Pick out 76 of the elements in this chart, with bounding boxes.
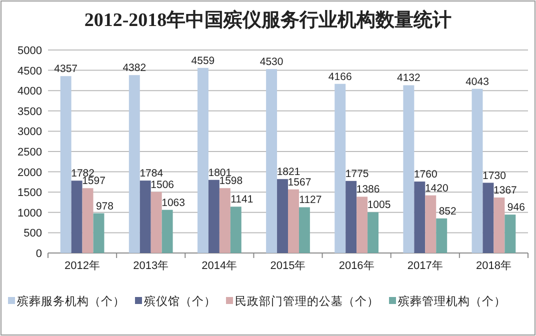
x-tick-label: 2013年 <box>133 260 169 272</box>
data-label: 1598 <box>219 175 243 188</box>
x-tick-label: 2014年 <box>202 260 238 272</box>
bar <box>346 180 357 253</box>
data-label: 4043 <box>466 76 490 88</box>
bar <box>208 180 220 253</box>
data-label: 978 <box>96 200 114 212</box>
data-label: 4166 <box>328 70 352 83</box>
bar <box>60 76 72 253</box>
data-label: 1127 <box>299 194 322 206</box>
bar <box>93 213 104 253</box>
data-label: 1386 <box>356 184 380 196</box>
data-label: 1506 <box>150 178 174 191</box>
y-tick-label: 500 <box>24 228 42 240</box>
data-label: 1063 <box>162 196 186 209</box>
y-tick-label: 4500 <box>18 65 42 78</box>
data-label: 852 <box>438 205 457 218</box>
legend-label: 殡葬管理机构（个） <box>398 294 506 308</box>
x-tick-label: 2012年 <box>64 260 100 272</box>
bar <box>403 85 414 253</box>
data-label: 4132 <box>397 72 421 84</box>
data-label: 1821 <box>276 166 300 178</box>
chart-title: 2012-2018年中国殡仪服务行业机构数量统计 <box>84 9 452 31</box>
bar <box>140 180 151 253</box>
y-tick-label: 2500 <box>18 146 42 158</box>
legend-label: 民政部门管理的公墓（个） <box>235 294 379 308</box>
bar <box>277 179 288 253</box>
bar <box>82 188 94 253</box>
bar <box>150 192 162 253</box>
bar <box>494 198 505 253</box>
bar <box>368 212 379 253</box>
x-tick-label: 2016年 <box>338 260 374 272</box>
y-tick-label: 1000 <box>18 207 42 220</box>
x-tick-label: 2018年 <box>476 260 512 272</box>
bar <box>266 69 278 253</box>
bar <box>436 218 448 253</box>
bar <box>504 214 516 253</box>
legend-label: 殡葬服务机构（个） <box>17 294 125 308</box>
data-label: 1784 <box>140 168 164 180</box>
bar <box>230 206 242 253</box>
y-tick-label: 4000 <box>18 86 42 98</box>
data-label: 1141 <box>230 194 254 206</box>
bar <box>334 84 346 253</box>
bar <box>472 88 483 253</box>
data-label: 1420 <box>424 182 448 194</box>
bar <box>128 75 140 253</box>
bar <box>298 207 310 253</box>
x-tick-label: 2017年 <box>407 260 443 272</box>
bar <box>356 196 368 253</box>
bar <box>414 182 426 253</box>
y-tick-label: 3500 <box>18 106 42 118</box>
data-label: 1567 <box>288 176 312 188</box>
data-label: 946 <box>507 202 526 214</box>
data-label: 4382 <box>122 62 146 74</box>
y-tick-label: 2000 <box>18 166 42 179</box>
data-label: 4357 <box>54 63 78 76</box>
data-label: 1730 <box>482 170 506 182</box>
legend-label: 殡仪馆（个） <box>144 294 216 308</box>
x-tick-label: 2015年 <box>270 260 306 272</box>
bar <box>219 188 230 253</box>
y-tick-label: 0 <box>36 248 42 260</box>
data-label: 1775 <box>345 168 369 180</box>
bar <box>162 210 173 253</box>
bar <box>482 182 494 253</box>
y-tick-label: 1500 <box>18 187 42 200</box>
data-label: 1005 <box>367 199 391 212</box>
data-label: 4559 <box>191 54 215 67</box>
bar <box>197 68 208 253</box>
y-tick-label: 5000 <box>18 45 42 57</box>
y-tick-label: 3000 <box>18 126 42 138</box>
bar <box>425 195 436 253</box>
bar <box>71 180 82 253</box>
data-label: 4530 <box>260 56 284 68</box>
data-label: 1367 <box>494 184 518 196</box>
bar <box>288 189 299 253</box>
data-label: 1760 <box>414 168 438 181</box>
